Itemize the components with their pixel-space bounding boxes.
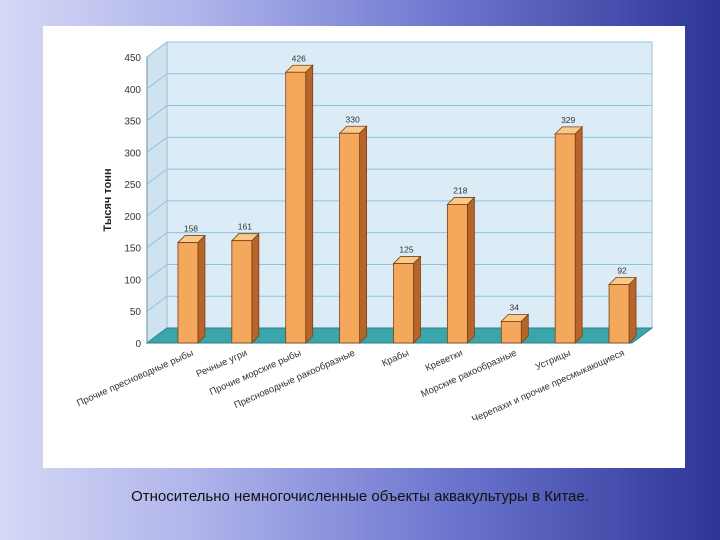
bar — [608, 284, 630, 344]
y-tick-label: 100 — [124, 275, 141, 286]
bar-side — [628, 276, 637, 344]
bar-value-label: 125 — [399, 245, 413, 255]
bar-side — [359, 125, 368, 344]
y-tick-label: 50 — [130, 307, 142, 318]
category-label: Креветки — [424, 348, 465, 374]
bar — [231, 240, 253, 344]
gridline — [146, 136, 652, 153]
bar-value-label: 218 — [453, 185, 467, 195]
y-axis-title: Тысяч тонн — [102, 168, 114, 231]
gridline — [146, 232, 652, 249]
y-tick-label: 300 — [124, 148, 141, 159]
category-label: Морские ракообразные — [419, 348, 518, 400]
bar-side — [413, 255, 421, 344]
gridline — [146, 105, 652, 121]
y-tick-label: 250 — [124, 180, 141, 191]
bar — [446, 204, 468, 344]
y-tick-label: 200 — [124, 212, 141, 223]
category-label: Прочие пресноводные рыбы — [75, 348, 195, 409]
category-label: Устрицы — [534, 348, 573, 373]
gridline — [146, 41, 652, 58]
bar — [285, 71, 307, 344]
bar-side — [305, 64, 314, 344]
bar-value-label: 330 — [346, 114, 360, 124]
bar-side — [466, 196, 475, 344]
bar-value-label: 161 — [238, 222, 252, 232]
slide-caption: Относительно немногочисленные объекты ак… — [131, 488, 589, 505]
bar-value-label: 34 — [510, 302, 520, 312]
y-tick-label: 400 — [124, 85, 141, 96]
y-tick-label: 450 — [124, 53, 141, 64]
y-tick-label: 150 — [124, 244, 141, 255]
bar-value-label: 92 — [617, 266, 627, 276]
bar-side — [197, 234, 206, 344]
gridline — [146, 168, 652, 185]
category-label: Крабы — [380, 348, 411, 370]
bar — [339, 132, 361, 344]
gridline — [146, 263, 652, 280]
bar-value-label: 426 — [292, 53, 306, 63]
bar-value-label: 158 — [184, 224, 198, 234]
y-tick-label: 350 — [124, 117, 141, 128]
bar-value-label: 329 — [561, 115, 575, 125]
bar-side — [574, 125, 583, 344]
bar — [177, 242, 199, 344]
gridline — [146, 73, 652, 90]
y-tick-label: 0 — [135, 339, 141, 350]
bar — [500, 320, 522, 344]
gridline — [146, 200, 652, 217]
gridline — [146, 295, 652, 312]
bar-side — [251, 232, 260, 344]
bar — [393, 263, 414, 344]
bar — [554, 133, 576, 344]
